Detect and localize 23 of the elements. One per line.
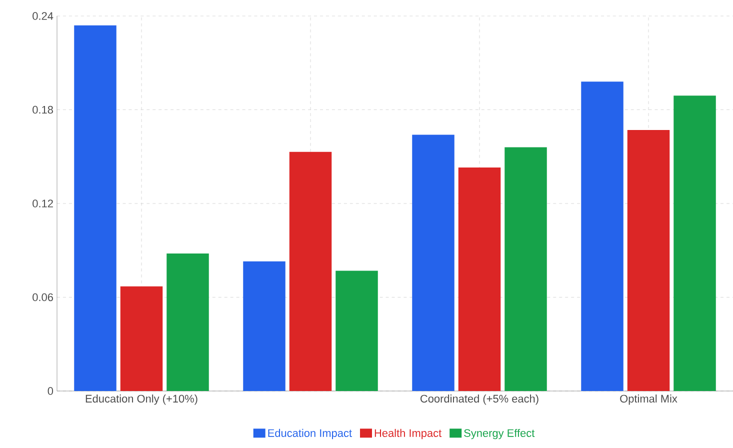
bar: [289, 152, 332, 391]
bar: [74, 25, 116, 391]
bar: [120, 286, 163, 391]
y-tick-label: 0.12: [32, 200, 53, 208]
y-tick-label: 0.18: [32, 106, 53, 114]
y-tick-label: 0.24: [32, 12, 54, 20]
bar: [166, 254, 209, 391]
bar: [412, 134, 454, 391]
bar: [581, 82, 624, 391]
legend-label: Synergy Effect: [464, 428, 535, 440]
x-tick-label: Optimal Mix: [620, 394, 678, 405]
legend-label: Health Impact: [374, 428, 442, 440]
y-tick-label: 0.06: [32, 293, 53, 302]
legend-label: Education Impact: [268, 428, 352, 440]
x-tick-label: Coordinated (+5% each): [420, 394, 538, 405]
bar: [504, 147, 547, 391]
bar: [674, 96, 716, 391]
x-tick-label: Education Only (+10%): [86, 394, 198, 405]
bar: [336, 270, 378, 391]
bar: [627, 130, 670, 391]
bar: [243, 261, 286, 391]
bar: [458, 168, 501, 391]
y-tick-label: 0: [48, 387, 54, 395]
